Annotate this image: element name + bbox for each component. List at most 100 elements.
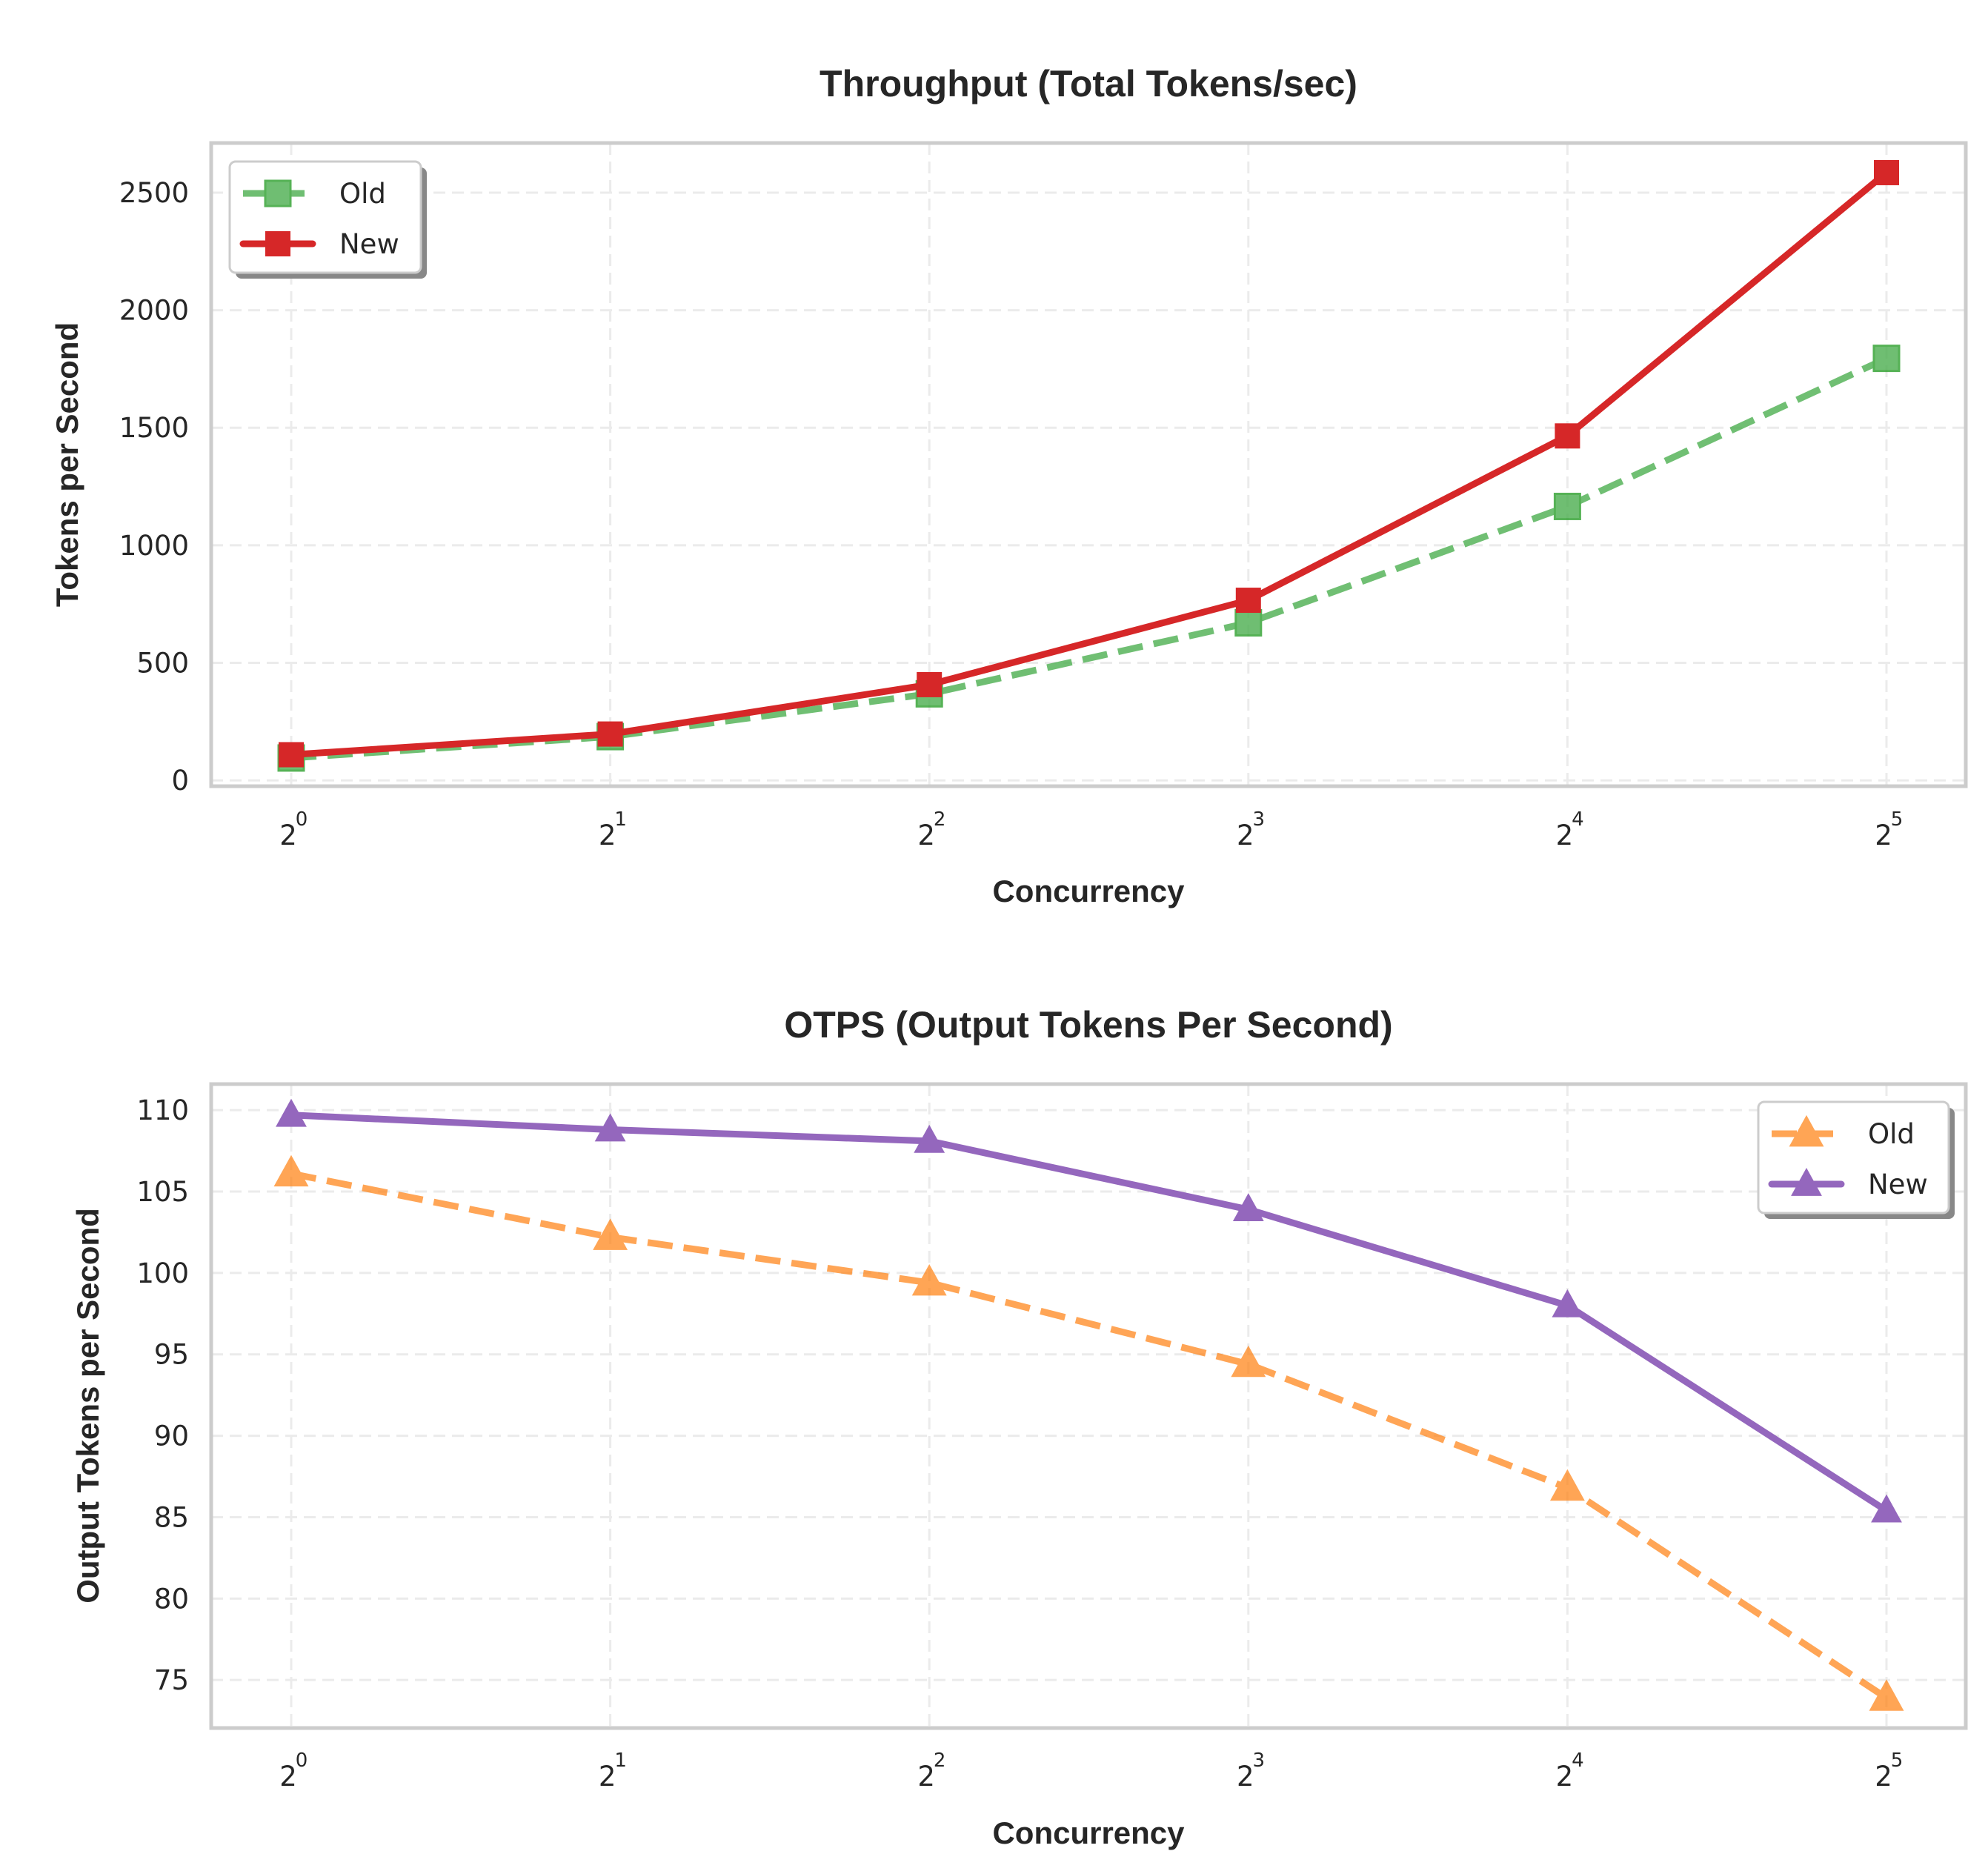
x-tick-exponent: 1: [614, 808, 627, 831]
legend-marker: [264, 179, 292, 207]
x-tick-exponent: 4: [1572, 1750, 1584, 1772]
x-tick-exponent: 2: [934, 808, 946, 831]
data-point: [911, 1263, 947, 1296]
legend-label: New: [339, 228, 399, 260]
x-tick-label: 2: [279, 820, 297, 851]
series-line: [290, 1170, 1889, 1701]
legend: Old New: [1757, 1100, 1955, 1219]
series-line: [290, 355, 1888, 762]
grid: [211, 143, 1966, 786]
data-point: [1234, 609, 1263, 637]
series-line: [290, 1112, 1889, 1514]
x-tick-label: 2: [1556, 820, 1574, 851]
y-tick-label: 105: [136, 1176, 189, 1208]
data-point: [1869, 1679, 1904, 1711]
legend-label: Old: [1868, 1118, 1915, 1150]
x-tick-exponent: 1: [614, 1750, 627, 1772]
x-axis-label: Concurrency: [992, 874, 1185, 908]
data-point: [1549, 1469, 1585, 1501]
legend-label: New: [1868, 1169, 1928, 1200]
series: [277, 159, 1901, 772]
x-axis-label: Concurrency: [992, 1815, 1185, 1850]
x-ticks: 20 21 22 23 24 25: [279, 1750, 1903, 1792]
series-old: [273, 1154, 1904, 1711]
data-point: [276, 1098, 307, 1127]
x-tick-exponent: 3: [1253, 1750, 1266, 1772]
y-tick-label: 95: [154, 1339, 189, 1371]
y-tick-label: 1000: [119, 530, 189, 562]
series-new: [276, 1098, 1902, 1523]
legend: Old New: [228, 160, 427, 279]
y-tick-label: 110: [136, 1094, 189, 1126]
series-new: [279, 159, 1899, 768]
series: [273, 1098, 1904, 1711]
x-tick-label: 2: [1875, 1761, 1892, 1792]
x-tick-label: 2: [1875, 820, 1892, 851]
grid: [211, 1084, 1966, 1728]
y-tick-label: 75: [154, 1664, 189, 1696]
series-line: [290, 170, 1889, 758]
x-tick-exponent: 5: [1891, 1750, 1904, 1772]
x-tick-label: 2: [1556, 1761, 1574, 1792]
x-tick-exponent: 0: [296, 1750, 308, 1772]
y-ticks: 75 80 85 90 95 100 105 110: [136, 1094, 189, 1696]
x-tick-exponent: 0: [296, 808, 308, 831]
axes-frame: [209, 1082, 1968, 1730]
data-point: [273, 1154, 309, 1187]
data-point: [597, 721, 623, 747]
y-axis-label: Output Tokens per Second: [70, 1208, 105, 1604]
x-tick-label: 2: [599, 1761, 616, 1792]
legend-entry-old: [1772, 1114, 1841, 1147]
x-tick-exponent: 2: [934, 1750, 946, 1772]
legend-label: Old: [339, 178, 386, 210]
y-ticks: 0 500 1000 1500 2000 2500: [119, 177, 189, 797]
y-tick-label: 500: [136, 647, 189, 679]
data-point: [1872, 345, 1901, 373]
data-point: [1232, 1193, 1264, 1222]
legend-entry-new: [239, 231, 316, 256]
data-point: [279, 742, 304, 768]
legend-entry-new: [1768, 1168, 1845, 1196]
y-tick-label: 2000: [119, 295, 189, 327]
data-point: [917, 671, 943, 697]
legend-marker: [265, 231, 290, 256]
data-point: [593, 1218, 628, 1250]
x-tick-label: 2: [1237, 1761, 1254, 1792]
data-point: [594, 1113, 626, 1142]
data-point: [1871, 1494, 1902, 1523]
y-axis-label: Tokens per Second: [50, 322, 84, 607]
throughput-chart: Throughput (Total Tokens/sec) Concurrenc…: [50, 63, 1968, 908]
legend-marker: [1791, 1168, 1822, 1196]
x-tick-label: 2: [1237, 820, 1254, 851]
x-tick-exponent: 3: [1253, 808, 1266, 831]
x-tick-label: 2: [279, 1761, 297, 1792]
data-point: [1874, 159, 1899, 185]
x-ticks: 20 21 22 23 24 25: [279, 808, 1903, 851]
y-tick-label: 85: [154, 1501, 189, 1533]
y-tick-label: 90: [154, 1421, 189, 1452]
series-old: [277, 345, 1901, 772]
axes-frame: [209, 141, 1968, 788]
y-tick-label: 100: [136, 1257, 189, 1289]
x-tick-exponent: 5: [1891, 808, 1904, 831]
y-tick-label: 2500: [119, 177, 189, 209]
x-tick-label: 2: [917, 820, 935, 851]
x-tick-exponent: 4: [1572, 808, 1584, 831]
y-tick-label: 80: [154, 1583, 189, 1615]
data-point: [1235, 588, 1261, 614]
otps-chart: OTPS (Output Tokens Per Second) Concurre…: [70, 1004, 1968, 1850]
legend-entry-old: [243, 179, 313, 207]
y-tick-label: 1500: [119, 412, 189, 444]
data-point: [914, 1124, 945, 1153]
data-point: [1231, 1345, 1266, 1378]
chart-title: Throughput (Total Tokens/sec): [820, 63, 1357, 104]
legend-marker: [1789, 1114, 1824, 1147]
chart-title: OTPS (Output Tokens Per Second): [784, 1004, 1392, 1046]
data-point: [1552, 1289, 1583, 1318]
x-tick-label: 2: [917, 1761, 935, 1792]
y-tick-label: 0: [171, 765, 189, 797]
data-point: [1553, 492, 1581, 520]
x-tick-label: 2: [599, 820, 616, 851]
data-point: [1555, 423, 1580, 449]
